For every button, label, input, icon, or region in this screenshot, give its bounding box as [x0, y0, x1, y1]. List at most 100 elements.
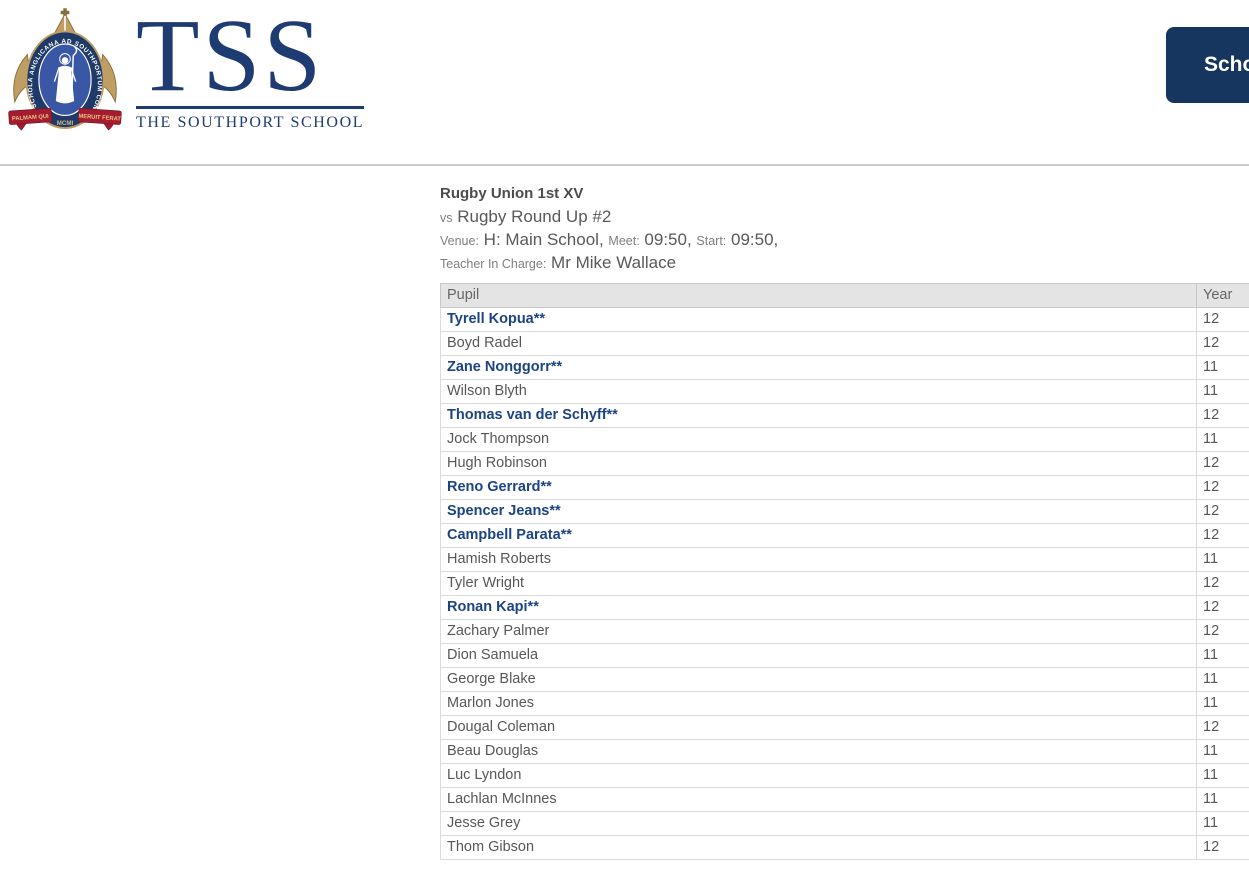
start-time: 09:50, [731, 230, 779, 249]
table-row: George Blake 11 [440, 667, 1249, 692]
table-row: Tyler Wright 12 [440, 571, 1249, 596]
event-venue-line: Venue: H: Main School, Meet: 09:50, Star… [440, 229, 1249, 252]
table-row: Thom Gibson 12 [440, 835, 1249, 860]
pupil-year-cell: 12 [1196, 523, 1249, 548]
pupil-name-cell: Jock Thompson [440, 427, 1197, 452]
logo-school-name: THE SOUTHPORT SCHOOL [136, 106, 365, 132]
pupil-name-cell: Zachary Palmer [440, 619, 1197, 644]
pupil-year-cell: 12 [1196, 403, 1249, 428]
pupil-year-cell: 11 [1196, 643, 1249, 668]
pupil-name-cell: Zane Nonggorr** [440, 355, 1197, 380]
pupil-name-cell: Campbell Parata** [440, 523, 1197, 548]
pupil-year-cell: 12 [1196, 331, 1249, 356]
pupil-year-cell: 12 [1196, 835, 1249, 860]
pupil-year-cell: 11 [1196, 739, 1249, 764]
pupil-year-cell: 11 [1196, 667, 1249, 692]
venue-label: Venue: [440, 234, 479, 248]
start-label: Start: [696, 234, 727, 248]
pupil-year-cell: 11 [1196, 787, 1249, 812]
table-row: Ronan Kapi** 12 [440, 595, 1249, 620]
table-row: Zachary Palmer 12 [440, 619, 1249, 644]
pupil-name-cell: Lachlan McInnes [440, 787, 1197, 812]
school-nav-button[interactable]: School [1166, 27, 1249, 103]
table-row: Reno Gerrard** 12 [440, 475, 1249, 500]
table-row: Tyrell Kopua** 12 [440, 307, 1249, 332]
pupil-name-cell: Thomas van der Schyff** [440, 403, 1197, 428]
pupil-year-cell: 12 [1196, 475, 1249, 500]
pupil-name-cell: Hugh Robinson [440, 451, 1197, 476]
table-row: Luc Lyndon 11 [440, 763, 1249, 788]
teacher-in-charge-name: Mr Mike Wallace [551, 253, 677, 272]
pupil-name-cell: Thom Gibson [440, 835, 1197, 860]
pupil-year-cell: 11 [1196, 355, 1249, 380]
pupil-year-cell: 12 [1196, 571, 1249, 596]
vs-label: vs [440, 211, 453, 225]
table-row: Lachlan McInnes 11 [440, 787, 1249, 812]
pupil-year-cell: 11 [1196, 691, 1249, 716]
table-row: Jesse Grey 11 [440, 811, 1249, 836]
teacher-in-charge-label: Teacher In Charge: [440, 257, 547, 271]
crest-motto-left: PALMAM QUI [12, 114, 50, 123]
site-header: SCHOLA ANGLICANA AD SOUTHPORTUM CONDITA … [0, 0, 1249, 166]
pupil-name-cell: Luc Lyndon [440, 763, 1197, 788]
table-row: Wilson Blyth 11 [440, 379, 1249, 404]
table-row: Campbell Parata** 12 [440, 523, 1249, 548]
event-opponent-line: vs Rugby Round Up #2 [440, 206, 1249, 229]
pupil-name-cell: Marlon Jones [440, 691, 1197, 716]
pupil-name-cell: Boyd Radel [440, 331, 1197, 356]
pupil-year-cell: 12 [1196, 307, 1249, 332]
pupil-name-cell: Tyler Wright [440, 571, 1197, 596]
meet-label: Meet: [608, 234, 640, 248]
table-row: Jock Thompson 11 [440, 427, 1249, 452]
table-row: Zane Nonggorr** 11 [440, 355, 1249, 380]
pupil-table-body: Tyrell Kopua** 12 Boyd Radel 12 Zane Non… [440, 307, 1249, 860]
pupil-year-cell: 12 [1196, 499, 1249, 524]
table-header-row: Pupil Year [440, 283, 1249, 308]
venue-value: H: Main School, [483, 230, 604, 249]
pupil-name-cell: Reno Gerrard** [440, 475, 1197, 500]
pupil-year-cell: 11 [1196, 763, 1249, 788]
crest-motto-right: MERUIT FERAT [78, 114, 121, 123]
pupil-name-cell: Dion Samuela [440, 643, 1197, 668]
table-row: Boyd Radel 12 [440, 331, 1249, 356]
event-teacher-line: Teacher In Charge: Mr Mike Wallace [440, 252, 1249, 275]
table-row: Spencer Jeans** 12 [440, 499, 1249, 524]
pupil-name-cell: Hamish Roberts [440, 547, 1197, 572]
event-panel: Rugby Union 1st XV vs Rugby Round Up #2 … [440, 176, 1249, 860]
pupil-roster-table: Pupil Year Tyrell Kopua** 12 Boyd Radel … [440, 283, 1249, 860]
pupil-name-cell: Beau Douglas [440, 739, 1197, 764]
pupil-name-cell: Spencer Jeans** [440, 499, 1197, 524]
pupil-name-cell: Ronan Kapi** [440, 595, 1197, 620]
pupil-year-cell: 11 [1196, 427, 1249, 452]
event-title: Rugby Union 1st XV [440, 185, 584, 202]
pupil-name-cell: Wilson Blyth [440, 379, 1197, 404]
school-logo[interactable]: SCHOLA ANGLICANA AD SOUTHPORTUM CONDITA … [8, 0, 365, 136]
pupil-year-cell: 11 [1196, 379, 1249, 404]
pupil-name-cell: Jesse Grey [440, 811, 1197, 836]
logo-wordmark: TSS THE SOUTHPORT SCHOOL [136, 0, 365, 132]
table-row: Dion Samuela 11 [440, 643, 1249, 668]
year-column-header: Year [1196, 283, 1249, 308]
pupil-year-cell: 12 [1196, 451, 1249, 476]
pupil-year-cell: 11 [1196, 547, 1249, 572]
logo-tss-text: TSS [136, 0, 325, 113]
pupil-name-cell: George Blake [440, 667, 1197, 692]
crest-founding-year: MCMI [57, 120, 74, 127]
table-row: Beau Douglas 11 [440, 739, 1249, 764]
pupil-column-header: Pupil [440, 283, 1197, 308]
table-row: Hamish Roberts 11 [440, 547, 1249, 572]
table-row: Dougal Coleman 12 [440, 715, 1249, 740]
opponent-name: Rugby Round Up #2 [457, 207, 612, 226]
school-crest-icon: SCHOLA ANGLICANA AD SOUTHPORTUM CONDITA … [8, 8, 122, 131]
pupil-year-cell: 11 [1196, 811, 1249, 836]
pupil-year-cell: 12 [1196, 715, 1249, 740]
meet-time: 09:50, [644, 230, 692, 249]
pupil-name-cell: Tyrell Kopua** [440, 307, 1197, 332]
pupil-name-cell: Dougal Coleman [440, 715, 1197, 740]
table-row: Thomas van der Schyff** 12 [440, 403, 1249, 428]
pupil-year-cell: 12 [1196, 595, 1249, 620]
table-row: Hugh Robinson 12 [440, 451, 1249, 476]
pupil-year-cell: 12 [1196, 619, 1249, 644]
table-row: Marlon Jones 11 [440, 691, 1249, 716]
